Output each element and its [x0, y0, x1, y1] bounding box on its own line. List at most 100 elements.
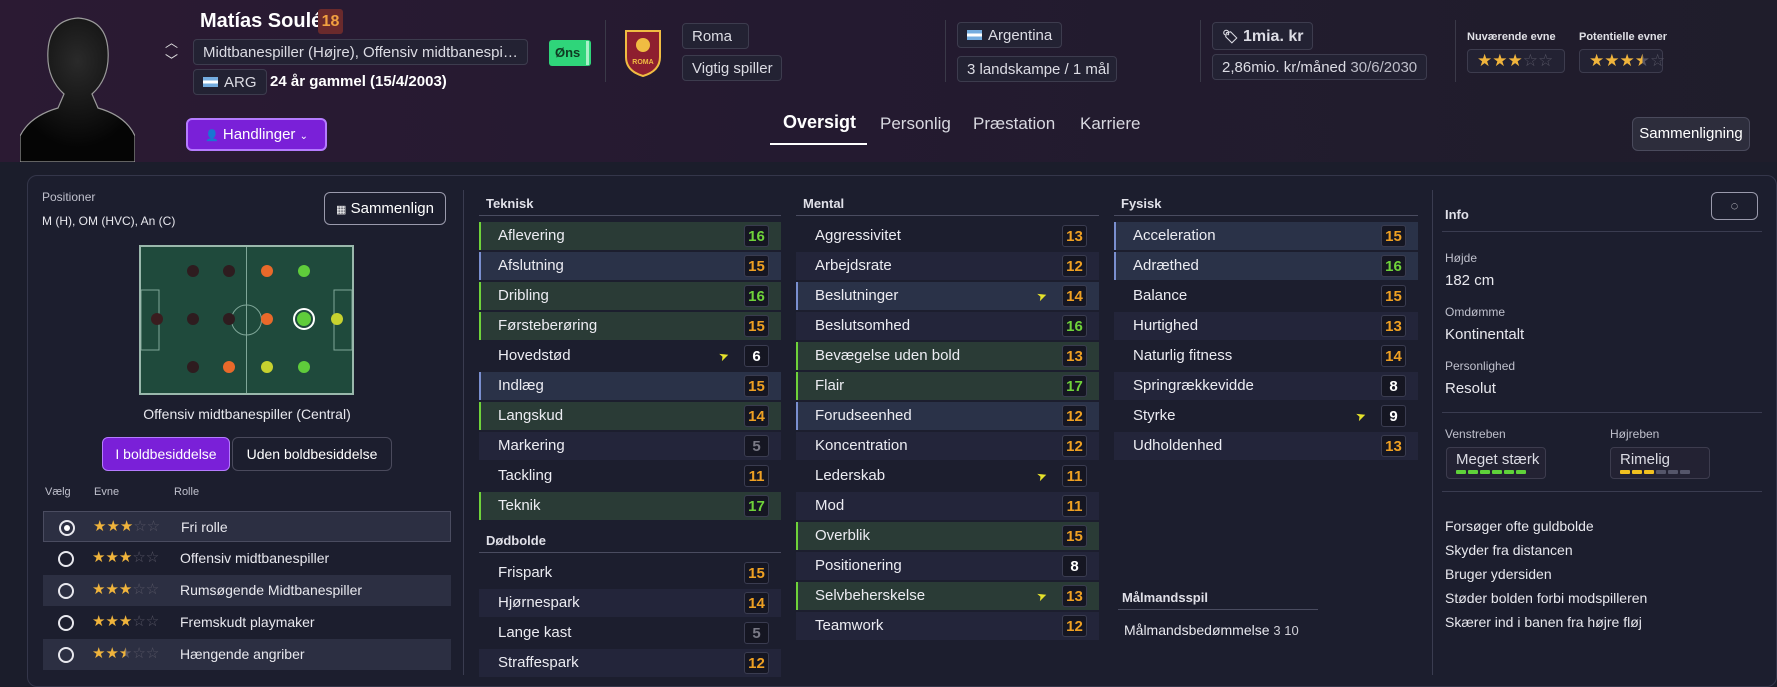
attribute-name: Lederskab [815, 467, 886, 484]
pitch-position-dot[interactable] [298, 265, 310, 277]
info-mid-divider [1442, 412, 1762, 413]
club-name[interactable]: Roma [682, 23, 749, 49]
height-label: Højde [1445, 251, 1478, 265]
positions-value: M (H), OM (HVC), An (C) [42, 214, 176, 228]
comparison-button[interactable]: Sammenligning [1632, 117, 1750, 151]
attribute-row[interactable]: Flair 17 [796, 372, 1099, 400]
tab-oversigt-underline [770, 143, 867, 145]
positions-compare-button[interactable]: ▦ Sammenlign [324, 192, 446, 225]
tab-praestation[interactable]: Præstation [973, 114, 1056, 133]
role-row[interactable]: ★★★☆☆ Hængende angriber [43, 639, 451, 670]
pitch-position-dot[interactable] [223, 313, 235, 325]
foot-bar-segment [1480, 470, 1490, 474]
pitch-position-dot[interactable] [261, 265, 273, 277]
role-radio[interactable] [58, 583, 74, 599]
attribute-row[interactable]: Selvbeherskelse ➤ 13 [796, 582, 1099, 610]
attribute-row[interactable]: Beslutsomhed 16 [796, 312, 1099, 340]
attribute-row[interactable]: Hovedstød ➤ 6 [479, 342, 781, 370]
attribute-row[interactable]: Indlæg 15 [479, 372, 781, 400]
attribute-row[interactable]: Teamwork 12 [796, 612, 1099, 640]
role-radio[interactable] [59, 520, 75, 536]
attribute-row[interactable]: Teknik 17 [479, 492, 781, 520]
attribute-row[interactable]: Overblik 15 [796, 522, 1099, 550]
attribute-row[interactable]: Arbejdsrate 12 [796, 252, 1099, 280]
attribute-row[interactable]: Bevægelse uden bold 13 [796, 342, 1099, 370]
pitch-position-dot[interactable] [187, 313, 199, 325]
attribute-row[interactable]: Hjørnespark 14 [479, 589, 781, 617]
attribute-row[interactable]: Naturlig fitness 14 [1114, 342, 1418, 370]
pitch-position-dot[interactable] [261, 313, 273, 325]
pitch-position-dot[interactable] [187, 361, 199, 373]
attribute-value: 16 [1381, 255, 1406, 277]
foot-bar-segment [1680, 470, 1690, 474]
attribute-row[interactable]: Aggressivitet 13 [796, 222, 1099, 250]
attribute-row[interactable]: Udholdenhed 13 [1114, 432, 1418, 460]
technical-underline [479, 215, 781, 216]
role-row[interactable]: ★★★☆☆ Rumsøgende Midtbanespiller [43, 575, 451, 606]
pitch-position-dot[interactable] [298, 361, 310, 373]
attribute-name: Teknik [498, 497, 541, 514]
attribute-row[interactable]: Forudseenhed 12 [796, 402, 1099, 430]
attribute-row[interactable]: Straffespark 12 [479, 649, 781, 677]
attribute-row[interactable]: Frispark 15 [479, 559, 781, 587]
prev-player-icon[interactable]: ︿ [165, 35, 179, 50]
role-row[interactable]: ★★★☆☆ Fremskudt playmaker [43, 607, 451, 638]
pitch-position-dot[interactable] [223, 265, 235, 277]
pitch-position-dot[interactable] [223, 361, 235, 373]
potential-ability-stars: ★★★★☆ [1579, 49, 1665, 73]
attribute-row[interactable]: Afslutning 15 [479, 252, 781, 280]
pitch-position-dot[interactable] [261, 361, 273, 373]
attribute-row[interactable]: Springrækkevidde 8 [1114, 372, 1418, 400]
goalkeeper-rating-value: 3 10 [1273, 623, 1299, 638]
attribute-value: 12 [1062, 615, 1087, 637]
attribute-row[interactable]: Hurtighed 13 [1114, 312, 1418, 340]
out-of-possession-toggle[interactable]: Uden boldbesiddelse [232, 437, 392, 471]
personality-label: Personlighed [1445, 359, 1516, 373]
role-radio[interactable] [58, 615, 74, 631]
attribute-row[interactable]: Langskud 14 [479, 402, 781, 430]
role-row[interactable]: ★★★☆☆ Offensiv midtbanespiller [43, 543, 451, 574]
right-foot-bar [1620, 470, 1700, 474]
pitch-position-dot[interactable] [151, 313, 163, 325]
pitch-position-dot[interactable] [187, 265, 199, 277]
attribute-row[interactable]: Positionering 8 [796, 552, 1099, 580]
attribute-row[interactable]: Markering 5 [479, 432, 781, 460]
tab-personlig[interactable]: Personlig [880, 114, 951, 133]
attribute-row[interactable]: Adræthed 16 [1114, 252, 1418, 280]
transfer-value-amount: 1mia. kr [1242, 28, 1304, 45]
attribute-row[interactable]: Beslutninger ➤ 14 [796, 282, 1099, 310]
role-radio[interactable] [58, 551, 74, 567]
attribute-row[interactable]: Koncentration 12 [796, 432, 1099, 460]
attribute-value: 12 [1062, 435, 1087, 457]
attribute-row[interactable]: Tackling 11 [479, 462, 781, 490]
attribute-row[interactable]: Aflevering 16 [479, 222, 781, 250]
actions-button[interactable]: 👤 Handlinger ⌄ [186, 118, 327, 151]
pitch-position-dot[interactable] [297, 312, 311, 326]
next-player-icon[interactable]: ﹀ [165, 53, 179, 68]
attribute-row[interactable]: Acceleration 15 [1114, 222, 1418, 250]
attribute-row[interactable]: Mod 11 [796, 492, 1099, 520]
attribute-row[interactable]: Styrke ➤ 9 [1114, 402, 1418, 430]
role-radio[interactable] [58, 647, 74, 663]
price-tag-icon: 🏷 [1222, 29, 1239, 44]
attribute-row[interactable]: Lange kast 5 [479, 619, 781, 647]
pitch-position-dot[interactable] [331, 313, 343, 325]
attribute-value: 11 [1062, 465, 1087, 487]
info-profile-button[interactable]: ◌ [1711, 192, 1758, 220]
tab-oversigt[interactable]: Oversigt [783, 112, 857, 132]
attribute-row[interactable]: Lederskab ➤ 11 [796, 462, 1099, 490]
trait-item: Forsøger ofte guldbolde [1445, 518, 1594, 534]
attribute-row[interactable]: Balance 15 [1114, 282, 1418, 310]
nation-pill[interactable]: Argentina [957, 22, 1063, 48]
attribute-value: 17 [744, 495, 769, 517]
role-row[interactable]: ★★★☆☆ Fri rolle [43, 511, 451, 542]
foot-bar-segment [1656, 470, 1666, 474]
attribute-name: Indlæg [498, 377, 544, 394]
wish-tag[interactable]: Øns [549, 40, 591, 66]
attribute-row[interactable]: Dribling 16 [479, 282, 781, 310]
attribute-value: 9 [1381, 405, 1406, 427]
attribute-row[interactable]: Førsteberøring 15 [479, 312, 781, 340]
attribute-name: Forudseenhed [815, 407, 912, 424]
tab-karriere[interactable]: Karriere [1080, 114, 1141, 133]
in-possession-toggle[interactable]: I boldbesiddelse [102, 437, 230, 471]
